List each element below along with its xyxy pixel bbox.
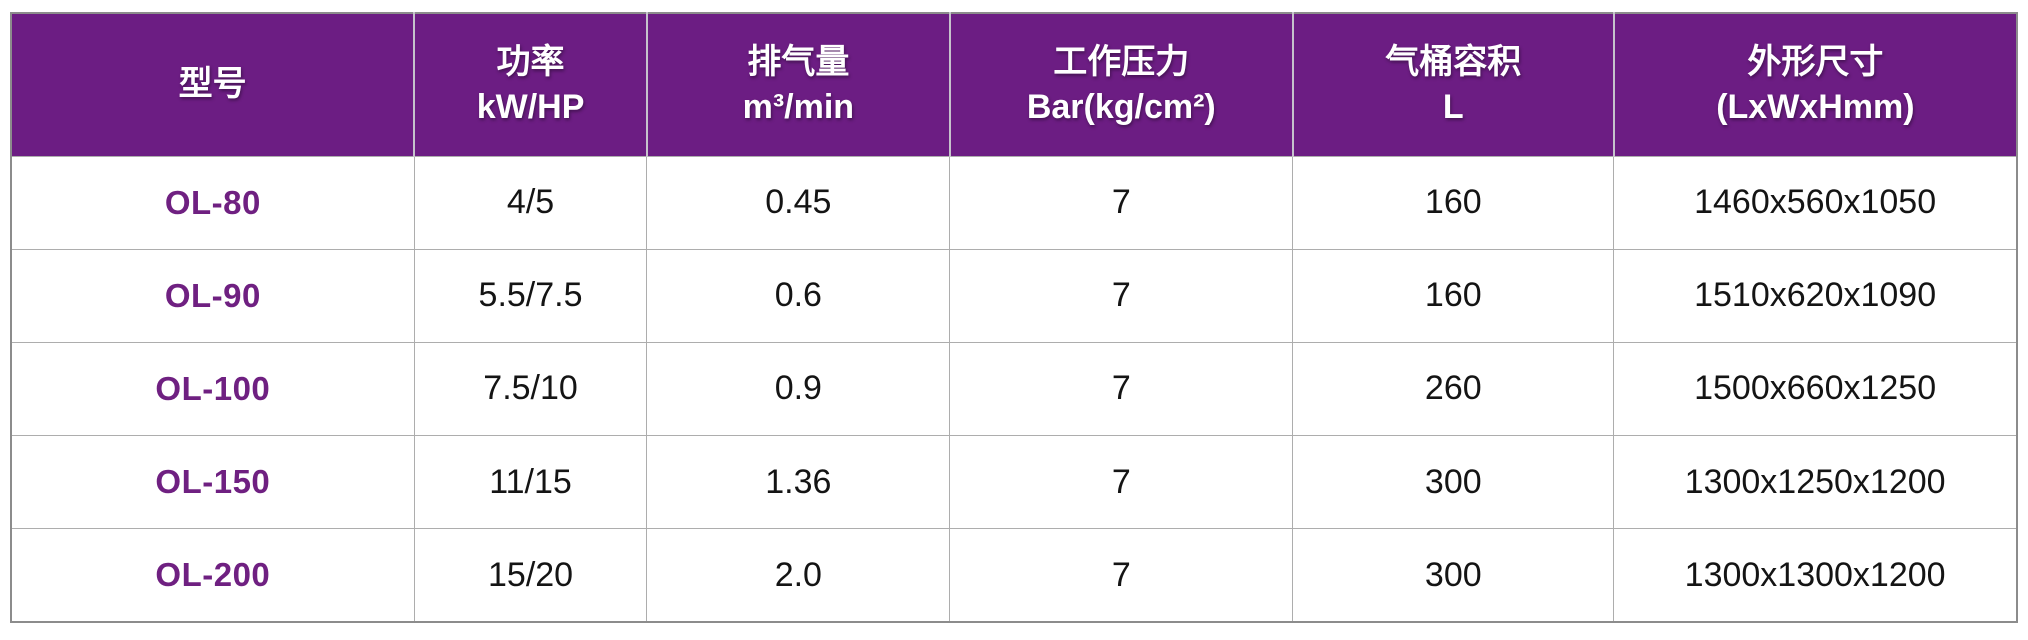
- cell-displacement: 0.9: [646, 341, 951, 437]
- col-header-displacement: 排气量 m³/min: [646, 12, 951, 156]
- col-header-model-title: 型号: [178, 65, 247, 104]
- cell-power: 7.5/10: [413, 341, 648, 437]
- cell-tank: 160: [1292, 248, 1615, 343]
- cell-displacement: 0.6: [646, 248, 951, 343]
- cell-dimensions: 1500x660x1250: [1613, 341, 2019, 437]
- col-header-tank-title: 气桶容积: [1385, 42, 1522, 81]
- col-header-pressure-unit: Bar(kg/cm²): [1026, 87, 1216, 126]
- cell-tank: 160: [1292, 155, 1615, 250]
- cell-model: OL-100: [9, 341, 415, 437]
- table-row: OL-100 7.5/10 0.9 7 260 1500x660x1250: [9, 341, 2019, 437]
- cell-model: OL-90: [9, 248, 415, 343]
- cell-dimensions: 1510x620x1090: [1613, 248, 2019, 343]
- table-row: OL-200 15/20 2.0 7 300 1300x1300x1200: [9, 528, 2019, 624]
- col-header-pressure: 工作压力 Bar(kg/cm²): [949, 12, 1294, 156]
- col-header-displacement-unit: m³/min: [742, 87, 855, 126]
- col-header-tank-unit: L: [1442, 87, 1464, 126]
- cell-dimensions: 1300x1300x1200: [1613, 528, 2019, 624]
- col-header-power-unit: kW/HP: [476, 87, 585, 126]
- cell-tank: 260: [1292, 341, 1615, 437]
- col-header-power-title: 功率: [496, 42, 565, 81]
- col-header-tank: 气桶容积 L: [1292, 12, 1615, 156]
- col-header-dimensions-unit: (LxWxHmm): [1716, 87, 1915, 126]
- cell-dimensions: 1460x560x1050: [1613, 155, 2019, 250]
- cell-pressure: 7: [949, 341, 1294, 437]
- cell-displacement: 1.36: [646, 435, 951, 530]
- cell-pressure: 7: [949, 155, 1294, 250]
- col-header-power: 功率 kW/HP: [414, 12, 648, 156]
- col-header-displacement-title: 排气量: [747, 42, 850, 81]
- cell-pressure: 7: [949, 248, 1294, 343]
- cell-tank: 300: [1292, 528, 1615, 624]
- cell-power: 5.5/7.5: [413, 248, 648, 343]
- compressor-spec-table: 型号 功率 kW/HP 排气量 m³/min 工作压力 Bar(kg/cm²) …: [9, 12, 2019, 624]
- col-header-model: 型号: [9, 12, 416, 156]
- col-header-dimensions-title: 外形尺寸: [1747, 42, 1884, 81]
- table-row: OL-80 4/5 0.45 7 160 1460x560x1050: [9, 155, 2019, 250]
- col-header-pressure-title: 工作压力: [1053, 42, 1190, 81]
- cell-displacement: 0.45: [646, 155, 951, 250]
- cell-displacement: 2.0: [646, 528, 951, 624]
- cell-power: 11/15: [413, 435, 648, 530]
- cell-model: OL-80: [9, 155, 415, 250]
- cell-power: 4/5: [413, 155, 648, 250]
- cell-pressure: 7: [949, 528, 1294, 624]
- cell-power: 15/20: [413, 528, 648, 624]
- cell-model: OL-200: [9, 528, 415, 624]
- table-row: OL-150 11/15 1.36 7 300 1300x1250x1200: [9, 435, 2019, 530]
- table-row: OL-90 5.5/7.5 0.6 7 160 1510x620x1090: [9, 248, 2019, 343]
- cell-model: OL-150: [9, 435, 415, 530]
- col-header-dimensions: 外形尺寸 (LxWxHmm): [1613, 12, 2019, 156]
- cell-pressure: 7: [949, 435, 1294, 530]
- cell-tank: 300: [1292, 435, 1615, 530]
- header-row: 型号 功率 kW/HP 排气量 m³/min 工作压力 Bar(kg/cm²) …: [9, 12, 2019, 156]
- spec-table-container: 型号 功率 kW/HP 排气量 m³/min 工作压力 Bar(kg/cm²) …: [9, 12, 2019, 624]
- cell-dimensions: 1300x1250x1200: [1613, 435, 2019, 530]
